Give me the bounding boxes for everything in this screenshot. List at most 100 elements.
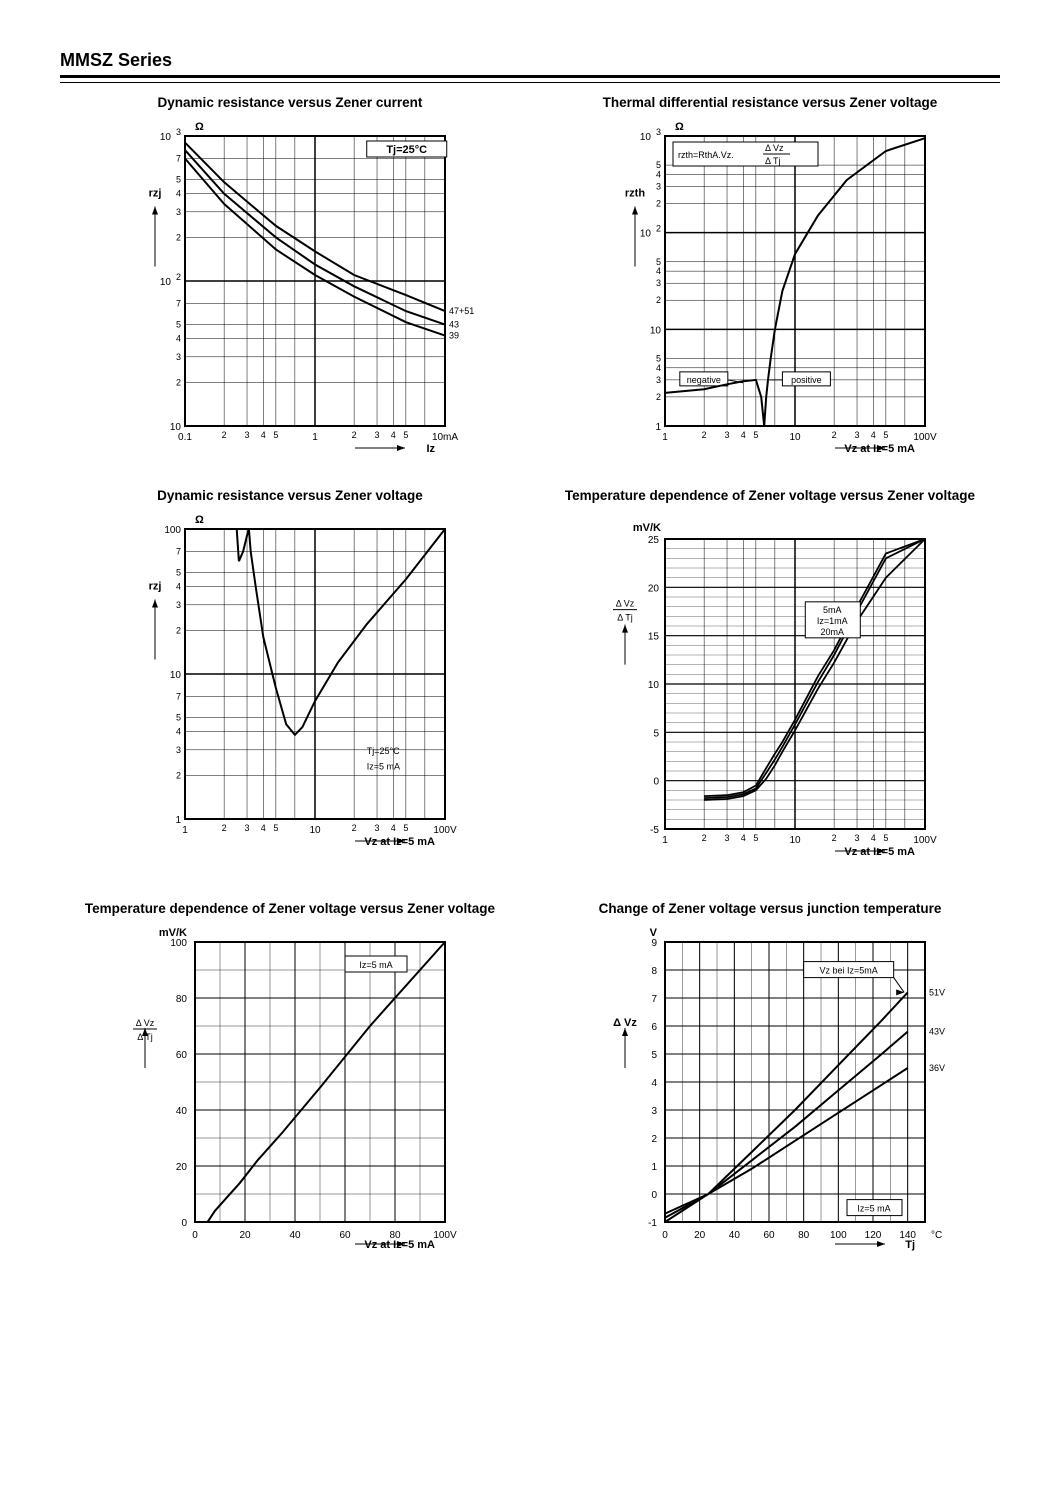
svg-text:3: 3 (725, 833, 730, 843)
svg-text:7: 7 (176, 153, 181, 163)
svg-text:2: 2 (352, 430, 357, 440)
svg-text:Tj: Tj (905, 1239, 915, 1251)
svg-text:Δ Vz: Δ Vz (616, 599, 635, 609)
svg-text:2: 2 (702, 430, 707, 440)
svg-text:10: 10 (640, 229, 652, 240)
svg-text:100V: 100V (433, 1230, 457, 1241)
svg-text:6: 6 (651, 1022, 657, 1033)
svg-text:5: 5 (403, 823, 408, 833)
svg-text:10: 10 (789, 835, 801, 846)
svg-text:4: 4 (391, 430, 396, 440)
svg-text:4: 4 (651, 1078, 657, 1089)
svg-text:10: 10 (309, 825, 321, 836)
svg-text:4: 4 (176, 582, 181, 592)
svg-text:mV/K: mV/K (159, 927, 187, 939)
chart3-svg: 12345102345100V1234571023457100Tj=25°CIz… (105, 509, 475, 869)
svg-text:Δ Tj: Δ Tj (617, 613, 633, 623)
chart1-svg: 0.123451234510mA234572345710102103Tj=25°… (105, 116, 475, 476)
svg-text:rzth: rzth (625, 188, 645, 200)
svg-text:5: 5 (273, 430, 278, 440)
svg-text:3: 3 (656, 127, 661, 137)
svg-text:1: 1 (662, 835, 668, 846)
svg-text:20: 20 (239, 1230, 251, 1241)
svg-text:3: 3 (176, 745, 181, 755)
svg-text:40: 40 (176, 1106, 188, 1117)
svg-text:60: 60 (763, 1230, 775, 1241)
svg-text:Iz: Iz (426, 443, 435, 455)
svg-text:rzj: rzj (149, 188, 162, 200)
svg-text:1: 1 (655, 422, 661, 433)
svg-text:positive: positive (791, 375, 822, 385)
svg-text:100: 100 (164, 525, 181, 536)
svg-text:2: 2 (352, 823, 357, 833)
svg-text:3: 3 (656, 375, 661, 385)
svg-text:2: 2 (832, 833, 837, 843)
svg-text:20: 20 (176, 1162, 188, 1173)
svg-text:100V: 100V (913, 432, 937, 443)
svg-text:Δ Vz: Δ Vz (613, 1017, 637, 1029)
chart2-title: Thermal differential resistance versus Z… (540, 95, 1000, 110)
svg-text:5: 5 (176, 175, 181, 185)
svg-text:3: 3 (651, 1106, 657, 1117)
svg-text:10: 10 (170, 422, 182, 433)
svg-text:2: 2 (176, 272, 181, 282)
svg-text:60: 60 (176, 1050, 188, 1061)
svg-text:5: 5 (176, 320, 181, 330)
chart6-cell: Change of Zener voltage versus junction … (540, 901, 1000, 1282)
svg-text:Vz bei Iz=5mA: Vz bei Iz=5mA (820, 966, 878, 976)
svg-text:3: 3 (245, 430, 250, 440)
svg-text:5: 5 (883, 833, 888, 843)
svg-text:rzj: rzj (149, 581, 162, 593)
svg-text:43: 43 (449, 320, 459, 330)
svg-text:1: 1 (651, 1162, 657, 1173)
svg-text:4: 4 (871, 430, 876, 440)
svg-text:2: 2 (176, 377, 181, 387)
svg-text:3: 3 (855, 430, 860, 440)
chart4-cell: Temperature dependence of Zener voltage … (540, 488, 1000, 889)
chart6-svg: 020406080100120140°C-1012345678951V43V36… (585, 922, 955, 1282)
svg-text:5: 5 (753, 833, 758, 843)
svg-text:2: 2 (656, 295, 661, 305)
svg-text:2: 2 (656, 199, 661, 209)
svg-text:V: V (650, 927, 658, 939)
svg-text:4: 4 (741, 430, 746, 440)
svg-text:5: 5 (656, 353, 661, 363)
svg-text:5: 5 (176, 568, 181, 578)
svg-text:Δ Vz: Δ Vz (765, 143, 784, 153)
svg-text:36V: 36V (929, 1063, 945, 1073)
svg-text:1: 1 (175, 815, 181, 826)
svg-text:20mA: 20mA (821, 627, 845, 637)
svg-text:5: 5 (273, 823, 278, 833)
svg-text:100: 100 (170, 938, 187, 949)
chart4-svg: 12345102345100V-505101520255mAIz=1mA20mA… (585, 509, 955, 889)
svg-text:Iz=5 mA: Iz=5 mA (359, 960, 392, 970)
svg-text:10: 10 (789, 432, 801, 443)
svg-text:10: 10 (648, 680, 660, 691)
svg-text:4: 4 (656, 363, 661, 373)
svg-text:1: 1 (312, 432, 318, 443)
svg-text:4: 4 (741, 833, 746, 843)
svg-text:negative: negative (687, 375, 721, 385)
svg-text:Iz=5 mA: Iz=5 mA (367, 761, 400, 771)
svg-text:51V: 51V (929, 987, 945, 997)
svg-text:120: 120 (865, 1230, 882, 1241)
svg-text:10: 10 (160, 277, 172, 288)
svg-text:4: 4 (391, 823, 396, 833)
charts-grid: Dynamic resistance versus Zener current … (60, 95, 1000, 1282)
svg-text:4: 4 (261, 430, 266, 440)
svg-text:4: 4 (176, 727, 181, 737)
svg-text:Vz at Iz=5 mA: Vz at Iz=5 mA (364, 1239, 435, 1251)
chart5-title: Temperature dependence of Zener voltage … (60, 901, 520, 916)
svg-text:Iz=5 mA: Iz=5 mA (857, 1204, 890, 1214)
chart3-title: Dynamic resistance versus Zener voltage (60, 488, 520, 503)
svg-text:2: 2 (832, 430, 837, 440)
svg-text:10: 10 (640, 132, 652, 143)
svg-text:0.1: 0.1 (178, 432, 192, 443)
svg-text:3: 3 (855, 833, 860, 843)
svg-text:1: 1 (182, 825, 188, 836)
chart5-cell: Temperature dependence of Zener voltage … (60, 901, 520, 1282)
svg-text:°C: °C (931, 1230, 942, 1241)
svg-text:0: 0 (181, 1218, 187, 1229)
svg-text:2: 2 (702, 833, 707, 843)
page-title: MMSZ Series (60, 50, 1000, 71)
